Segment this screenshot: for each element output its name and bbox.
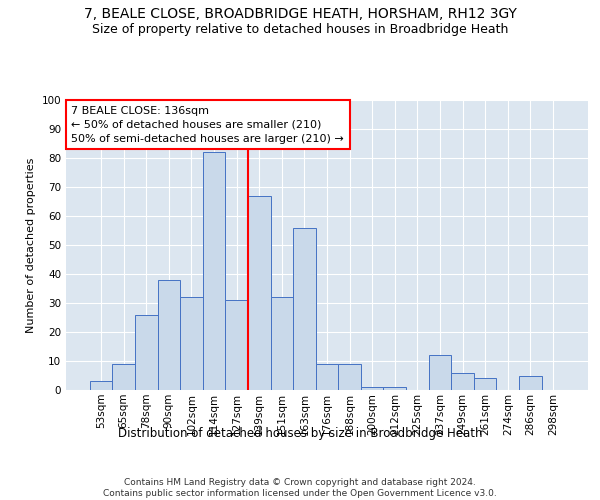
Bar	[112, 364, 135, 390]
Y-axis label: Number of detached properties: Number of detached properties	[26, 158, 36, 332]
Text: 7 BEALE CLOSE: 136sqm
← 50% of detached houses are smaller (210)
50% of semi-det: 7 BEALE CLOSE: 136sqm ← 50% of detached …	[71, 106, 344, 144]
Text: Size of property relative to detached houses in Broadbridge Heath: Size of property relative to detached ho…	[92, 22, 508, 36]
Bar	[519, 376, 542, 390]
Bar	[180, 297, 203, 390]
Bar	[248, 196, 271, 390]
Bar	[203, 152, 226, 390]
Bar	[383, 387, 406, 390]
Bar	[338, 364, 361, 390]
Bar	[316, 364, 338, 390]
Text: Contains HM Land Registry data © Crown copyright and database right 2024.
Contai: Contains HM Land Registry data © Crown c…	[103, 478, 497, 498]
Bar	[271, 297, 293, 390]
Bar	[474, 378, 496, 390]
Text: 7, BEALE CLOSE, BROADBRIDGE HEATH, HORSHAM, RH12 3GY: 7, BEALE CLOSE, BROADBRIDGE HEATH, HORSH…	[83, 8, 517, 22]
Bar	[158, 280, 180, 390]
Bar	[451, 372, 474, 390]
Bar	[226, 300, 248, 390]
Text: Distribution of detached houses by size in Broadbridge Heath: Distribution of detached houses by size …	[118, 428, 482, 440]
Bar	[428, 355, 451, 390]
Bar	[293, 228, 316, 390]
Bar	[361, 387, 383, 390]
Bar	[135, 314, 158, 390]
Bar	[90, 382, 112, 390]
